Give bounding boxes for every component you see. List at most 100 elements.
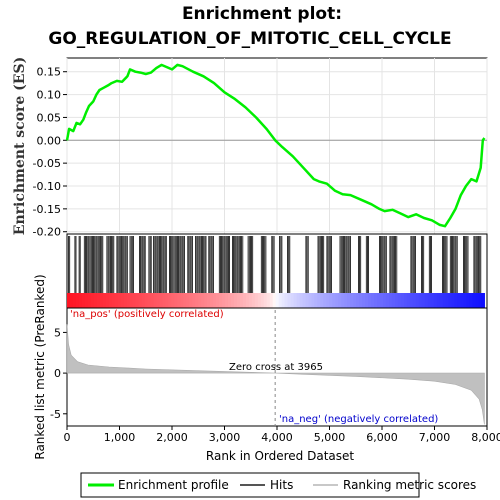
heatmap-strip <box>156 293 161 308</box>
legend-hits-label: Hits <box>270 478 293 492</box>
x-tick-label: 8,000 <box>471 431 500 444</box>
heatmap-strip <box>192 293 196 308</box>
heatmap-strip <box>233 293 238 308</box>
heatmap-strip <box>242 293 247 308</box>
heatmap-strip <box>105 293 110 308</box>
heatmap-strip <box>263 293 268 308</box>
heatmap-strip <box>314 293 319 308</box>
heatmap-strip <box>207 293 211 308</box>
heatmap-strip <box>87 293 92 308</box>
x-axis-label: Rank in Ordered Dataset <box>206 449 354 463</box>
heatmap-strip <box>141 293 146 308</box>
heatmap-strip <box>347 293 351 308</box>
heatmap-strip <box>368 293 372 308</box>
heatmap-strip <box>323 293 327 308</box>
heatmap-strip <box>198 293 202 308</box>
es-y-tick-label: 0.05 <box>37 111 62 124</box>
legend-box <box>80 472 420 498</box>
x-tick-label: 6,000 <box>366 431 398 444</box>
heatmap-strip <box>469 293 474 308</box>
heatmap-strip <box>90 293 95 308</box>
metric-area <box>66 324 485 425</box>
es-y-tick-label: 0.15 <box>37 66 62 79</box>
heatmap-strip <box>272 293 277 308</box>
es-y-tick-label: -0.20 <box>33 226 61 239</box>
heatmap-strip <box>391 293 396 308</box>
heatmap-strip <box>257 293 262 308</box>
heatmap-strip <box>269 293 274 308</box>
heatmap-strip <box>96 293 101 308</box>
heatmap-strip <box>287 293 292 308</box>
heatmap-strip <box>123 293 128 308</box>
heatmap-strip <box>454 293 459 308</box>
heatmap-strip <box>204 293 208 308</box>
x-tick-label: 3,000 <box>209 431 241 444</box>
heatmap-strip <box>69 293 74 308</box>
heatmap-strip <box>406 293 411 308</box>
metric-y-axis-label: Ranked list metric (PreRanked) <box>33 274 47 459</box>
chart-title-line2: GO_REGULATION_OF_MITOTIC_CELL_CYCLE <box>48 29 451 49</box>
es-y-axis-label: Enrichment score (ES) <box>12 57 28 235</box>
heatmap-strip <box>445 293 450 308</box>
heatmap-strip <box>222 293 226 308</box>
heatmap-strip <box>275 293 280 308</box>
heatmap-strip <box>132 293 137 308</box>
heatmap-strip <box>183 293 187 308</box>
heatmap-strip <box>93 293 98 308</box>
heatmap-strip <box>284 293 289 308</box>
heatmap-strip <box>210 293 214 308</box>
heatmap-strip <box>397 293 402 308</box>
heatmap-strip <box>189 293 193 308</box>
es-y-axis: 0.15 0.10 0.05 0.00 -0.05 -0.10 -0.15 -0.20 <box>33 66 67 239</box>
heatmap-strip <box>219 293 223 308</box>
heatmap-strip <box>254 293 259 308</box>
heatmap-strip <box>460 293 465 308</box>
heatmap-strip <box>102 293 107 308</box>
es-y-tick-label: 0.00 <box>37 134 62 147</box>
heatmap-strip <box>317 293 321 308</box>
heatmap-strip <box>478 293 482 308</box>
heatmap-strip <box>174 293 178 308</box>
heatmap-strip <box>114 293 119 308</box>
x-axis: 0 1,000 2,000 3,000 4,000 5,000 6,000 7,000 8,00… <box>64 426 500 444</box>
heatmap-strip <box>344 293 348 308</box>
heatmap-strip <box>248 293 253 308</box>
es-profile-line <box>65 63 486 228</box>
heatmap-strip <box>129 293 134 308</box>
es-y-tick-label: -0.05 <box>33 157 61 170</box>
heatmap-strip <box>81 293 86 308</box>
heatmap-strip <box>302 293 307 308</box>
heatmap-strip <box>430 293 435 308</box>
hits-group <box>68 236 482 293</box>
heatmap-strip <box>108 293 113 308</box>
heatmap-strip <box>153 293 158 308</box>
heatmap-strip <box>353 293 357 308</box>
heatmap-strip <box>412 293 417 308</box>
heatmap-strip <box>266 293 271 308</box>
heatmap-strip <box>332 293 336 308</box>
heatmap-strip <box>144 293 149 308</box>
heatmap-strip <box>180 293 184 308</box>
heatmap-strip <box>424 293 429 308</box>
legend-metric-label: Ranking metric scores <box>343 478 476 492</box>
heatmap-strip <box>308 293 313 308</box>
heatmap-strip <box>475 293 480 308</box>
heatmap-strip <box>195 293 199 308</box>
heatmap-strip <box>436 293 441 308</box>
heatmap-strip <box>466 293 471 308</box>
heatmap-strip <box>341 293 345 308</box>
zero-cross-label: Zero cross at 3965 <box>229 362 323 373</box>
metric-y-axis: 5 0 -5 <box>50 326 67 421</box>
x-tick-label: 4,000 <box>261 431 293 444</box>
heatmap-strip <box>84 293 89 308</box>
heatmap-strip <box>296 293 301 308</box>
heatmap-strip <box>120 293 125 308</box>
heatmap-strip <box>236 293 241 308</box>
heatmap-strip <box>418 293 423 308</box>
heatmap-strip <box>168 293 172 308</box>
x-tick-label: 2,000 <box>156 431 188 444</box>
heatmap-strip <box>67 293 71 308</box>
heatmap-strip <box>463 293 468 308</box>
heatmap-strip <box>225 293 229 308</box>
pos-correlated-label: 'na_pos' (positively correlated) <box>70 309 224 320</box>
